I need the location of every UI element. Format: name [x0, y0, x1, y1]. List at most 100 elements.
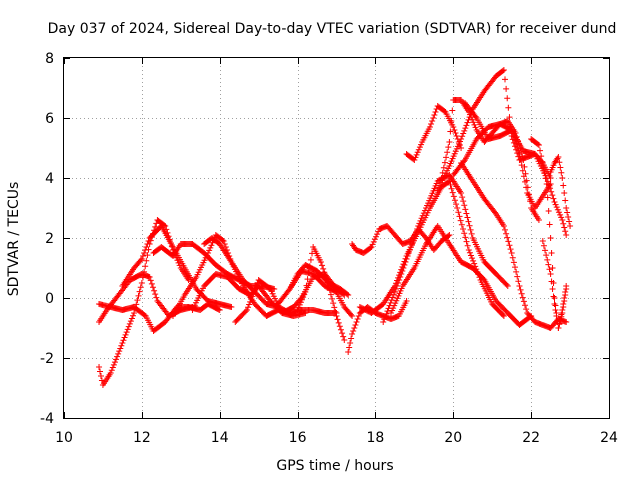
data-point [400, 265, 407, 271]
data-point [460, 130, 467, 137]
data-point [503, 85, 510, 92]
data-point [458, 145, 465, 151]
data-point [547, 235, 554, 241]
data-point [383, 310, 390, 317]
data-point [340, 333, 347, 340]
data-point [175, 259, 182, 266]
data-point [332, 308, 339, 315]
data-point [563, 205, 570, 211]
data-point [320, 265, 327, 272]
data-point [416, 220, 423, 227]
data-point [142, 263, 149, 270]
data-point [469, 255, 476, 262]
data-point [337, 326, 344, 333]
data-point [461, 230, 468, 237]
data-point [558, 214, 565, 221]
data-point [407, 244, 414, 250]
data-point [547, 271, 554, 277]
data-point [515, 153, 522, 160]
data-point [390, 291, 397, 298]
data-point [549, 265, 556, 271]
data-point [506, 114, 513, 121]
data-point [507, 246, 514, 253]
data-point [370, 238, 377, 245]
data-point [96, 364, 103, 370]
data-point [505, 238, 512, 245]
data-point [458, 190, 465, 196]
data-point [543, 252, 550, 259]
data-point [408, 241, 415, 247]
data-point [443, 154, 450, 161]
data-point [349, 313, 356, 319]
data-point [500, 67, 507, 73]
x-axis-label: GPS time / hours [276, 458, 393, 474]
data-point [556, 159, 563, 166]
data-point [546, 221, 553, 228]
data-point [380, 319, 387, 325]
data-point [134, 297, 141, 304]
data-point [141, 250, 148, 256]
data-point [368, 244, 375, 250]
data-point [391, 289, 398, 295]
data-point [413, 229, 420, 235]
data-point [548, 188, 555, 195]
data-point [401, 262, 408, 268]
data-points [96, 67, 574, 388]
data-point [451, 197, 458, 204]
data-point [419, 212, 426, 219]
series-track-4 [119, 223, 235, 310]
data-point [557, 211, 564, 218]
data-point [463, 210, 470, 217]
x-tick-label: 20 [444, 430, 462, 446]
data-point [221, 241, 228, 247]
data-point [549, 192, 556, 199]
data-point [557, 316, 564, 322]
x-tick-label: 16 [289, 430, 307, 446]
data-point [499, 67, 506, 74]
data-point [120, 337, 127, 344]
data-point [149, 284, 156, 291]
data-point [109, 364, 116, 371]
data-point [324, 279, 331, 286]
data-point [464, 214, 471, 221]
data-point [539, 158, 546, 165]
series-track-12 [294, 244, 348, 343]
data-point [472, 124, 479, 131]
data-point [517, 156, 524, 163]
data-point [504, 95, 511, 102]
data-point [415, 146, 422, 153]
data-point [451, 127, 458, 133]
data-point [394, 283, 401, 289]
data-point [470, 119, 477, 126]
y-tick-label: 2 [45, 231, 54, 247]
data-point [513, 268, 520, 275]
data-point [544, 178, 551, 185]
data-point [465, 116, 472, 123]
data-point [319, 262, 326, 269]
data-point [325, 283, 332, 289]
data-point [388, 297, 395, 304]
data-point [559, 175, 566, 181]
y-tick-label: 0 [45, 291, 54, 307]
series-track-25 [539, 238, 570, 331]
data-point [339, 330, 346, 337]
data-point [348, 335, 355, 342]
data-point [551, 295, 558, 301]
data-point [561, 295, 568, 301]
data-point [266, 285, 273, 292]
data-point [107, 370, 114, 376]
x-tick-label: 12 [133, 430, 151, 446]
x-tick-label: 10 [55, 430, 73, 446]
data-point [333, 313, 340, 319]
data-point [207, 244, 214, 251]
data-point [540, 164, 547, 171]
data-point [471, 121, 478, 128]
data-point [515, 278, 522, 285]
data-point [562, 228, 569, 235]
data-point [428, 121, 435, 127]
data-point [97, 368, 104, 375]
series-track-10 [275, 268, 356, 319]
data-point [344, 291, 351, 298]
data-point [131, 310, 138, 316]
data-point [465, 247, 472, 253]
